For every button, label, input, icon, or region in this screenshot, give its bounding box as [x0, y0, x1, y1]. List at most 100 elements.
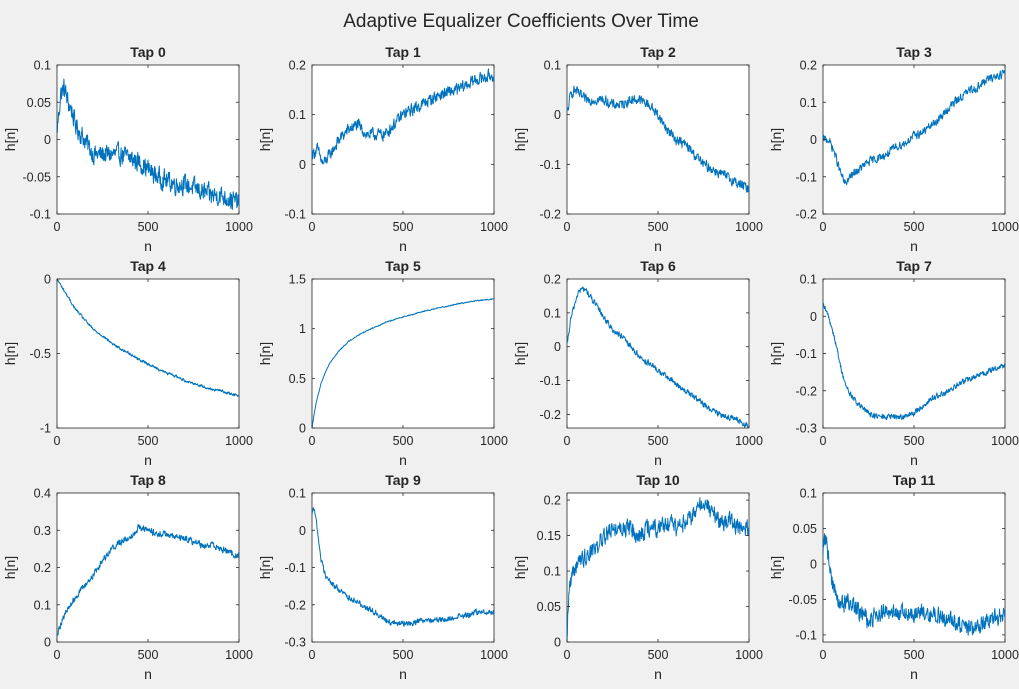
y-tick-label: -0.1 [29, 208, 51, 222]
x-tick-label: 1000 [735, 434, 763, 448]
y-tick-label: -0.2 [539, 408, 561, 422]
x-tick-label: 500 [393, 648, 414, 662]
y-axis-label: h[n] [2, 342, 18, 365]
x-tick-label: 500 [904, 220, 925, 234]
y-tick-label: 0.05 [537, 600, 561, 614]
x-axis-label: n [910, 666, 918, 682]
y-tick-label: 0.05 [793, 522, 817, 536]
x-tick-label: 0 [564, 434, 571, 448]
x-tick-label: 1000 [991, 648, 1019, 662]
y-axis-label: h[n] [768, 128, 784, 151]
x-tick-label: 0 [54, 648, 61, 662]
y-axis-label: h[n] [257, 342, 273, 365]
y-tick-label: 0.2 [289, 59, 306, 73]
y-tick-label: -0.1 [539, 158, 561, 172]
axes-box [56, 492, 240, 643]
x-tick-label: 1000 [480, 434, 508, 448]
y-tick-label: -0.1 [795, 347, 817, 361]
x-tick-label: 0 [820, 648, 827, 662]
x-axis-label: n [144, 452, 152, 468]
series-line-tap-10 [567, 497, 749, 642]
x-tick-label: 1000 [991, 434, 1019, 448]
subplot-tap-4: 0 500 1000 -1 -0.5 0 Tap 4 n h[n] [2, 258, 253, 468]
series-line-tap-2 [567, 85, 749, 193]
y-tick-label: -0.05 [789, 593, 818, 607]
y-tick-label: -0.05 [23, 170, 52, 184]
x-axis-label: n [654, 666, 662, 682]
y-tick-label: -0.1 [284, 561, 306, 575]
x-tick-label: 0 [820, 220, 827, 234]
x-axis-label: n [654, 238, 662, 254]
y-tick-label: -1 [40, 422, 51, 436]
subplot-tap-10: 0 500 1000 0 0.05 0.1 0.15 0.2 Tap 10 n h[n] [512, 472, 763, 682]
y-tick-label: 0.1 [800, 273, 817, 287]
y-tick-label: 0.15 [537, 529, 561, 543]
x-axis-label: n [654, 452, 662, 468]
subplot-title: Tap 5 [385, 258, 421, 274]
y-axis-label: h[n] [512, 342, 528, 365]
y-axis-label: h[n] [257, 128, 273, 151]
figure-title: Adaptive Equalizer Coefficients Over Tim… [343, 11, 699, 32]
x-axis-label: n [399, 666, 407, 682]
y-tick-label: 0 [299, 158, 306, 172]
series-line-tap-11 [823, 533, 1005, 636]
x-tick-label: 0 [309, 434, 316, 448]
subplot-tap-7: 0 500 1000 -0.3 -0.2 -0.1 0 0.1 Tap 7 n h[n] [768, 258, 1019, 468]
subplot-tap-9: 0 500 1000 -0.3 -0.2 -0.1 0 0.1 Tap 9 n h[n] [257, 472, 508, 682]
y-tick-label: 0.2 [800, 59, 817, 73]
axes-box [822, 278, 1006, 429]
y-tick-label: -0.1 [795, 628, 817, 642]
y-tick-label: 0 [810, 557, 817, 571]
series-line-tap-8 [57, 523, 239, 638]
y-tick-label: 0.1 [289, 487, 306, 501]
axes-box [566, 64, 750, 215]
subplot-title: Tap 3 [896, 44, 932, 60]
y-axis-label: h[n] [2, 556, 18, 579]
y-tick-label: 0 [554, 636, 561, 650]
axes-box [311, 492, 495, 643]
y-tick-label: 0.2 [544, 273, 561, 287]
y-axis-label: h[n] [257, 556, 273, 579]
x-tick-label: 1000 [480, 648, 508, 662]
x-tick-label: 0 [309, 648, 316, 662]
subplot-title: Tap 1 [385, 44, 421, 60]
x-tick-label: 500 [648, 648, 669, 662]
y-axis-label: h[n] [512, 556, 528, 579]
y-axis-label: h[n] [2, 128, 18, 151]
x-tick-label: 500 [393, 220, 414, 234]
subplot-tap-0: 0 500 1000 -0.1 -0.05 0 0.05 0.1 Tap 0 n h[n] [2, 44, 253, 254]
subplot-tap-11: 0 500 1000 -0.1 -0.05 0 0.05 0.1 Tap 11 n h[n] [768, 472, 1019, 682]
y-tick-label: -0.2 [539, 208, 561, 222]
series-line-tap-1 [312, 68, 494, 165]
y-tick-label: 1.5 [289, 273, 306, 287]
x-tick-label: 0 [309, 220, 316, 234]
y-tick-label: 0.4 [34, 487, 51, 501]
x-axis-label: n [910, 452, 918, 468]
y-tick-label: -0.1 [539, 374, 561, 388]
y-tick-label: 0.1 [544, 59, 561, 73]
y-tick-label: 0.2 [544, 494, 561, 508]
axes-box [56, 278, 240, 429]
subplot-title: Tap 0 [130, 44, 166, 60]
subplot-title: Tap 2 [640, 44, 676, 60]
x-tick-label: 0 [564, 220, 571, 234]
y-tick-label: 0.1 [34, 598, 51, 612]
series-line-tap-6 [567, 286, 749, 428]
series-line-tap-0 [57, 78, 239, 210]
subplot-title: Tap 11 [893, 472, 936, 488]
x-axis-label: n [144, 666, 152, 682]
subplot-tap-5: 0 500 1000 0 0.5 1 1.5 Tap 5 n h[n] [257, 258, 508, 468]
y-tick-label: 0.1 [800, 96, 817, 110]
x-tick-label: 500 [904, 648, 925, 662]
x-axis-label: n [910, 238, 918, 254]
y-axis-label: h[n] [768, 342, 784, 365]
x-tick-label: 1000 [225, 648, 253, 662]
x-tick-label: 1000 [225, 220, 253, 234]
subplot-title: Tap 9 [385, 472, 421, 488]
y-tick-label: 0 [554, 340, 561, 354]
y-tick-label: -0.2 [795, 208, 817, 222]
y-tick-label: -0.2 [284, 598, 306, 612]
y-tick-label: 0.1 [289, 108, 306, 122]
